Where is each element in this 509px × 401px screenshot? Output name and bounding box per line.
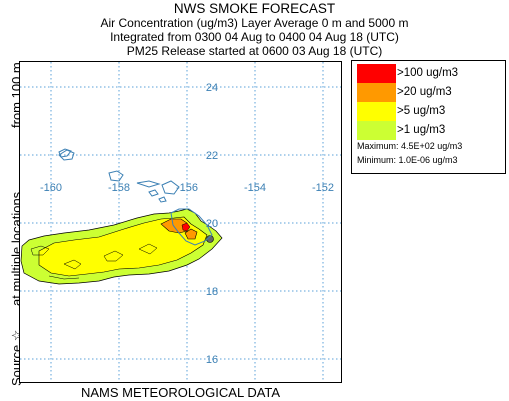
longitude-labels: -160 -158 -156 -154 -152	[40, 182, 334, 194]
integration-period: Integrated from 0300 04 Aug to 0400 04 A…	[110, 30, 399, 44]
legend-swatch	[357, 64, 396, 83]
lon-label: -154	[244, 182, 266, 194]
lat-label: 22	[206, 150, 218, 162]
source-marker	[206, 235, 214, 243]
lat-label: 18	[206, 286, 218, 298]
release-start: PM25 Release started at 0600 03 Aug 18 (…	[126, 44, 383, 58]
island-lanai	[148, 189, 159, 197]
legend-row: >100 ug/m3	[357, 64, 502, 83]
legend-label: >100 ug/m3	[397, 67, 459, 79]
legend-label: >20 ug/m3	[397, 86, 452, 98]
lon-label: -156	[176, 182, 198, 194]
plume-edge-detail	[30, 243, 158, 280]
lon-label: -152	[312, 182, 334, 194]
legend-label: >5 ug/m3	[397, 105, 446, 117]
concentration-subtitle: Air Concentration (ug/m3) Layer Average …	[100, 16, 409, 30]
lon-label: -158	[108, 182, 130, 194]
lat-label: 24	[206, 82, 218, 94]
plume-gt5	[38, 216, 208, 277]
met-data-label: NAMS METEOROLOGICAL DATA	[80, 385, 281, 400]
island-kauai	[58, 149, 75, 161]
legend-swatch	[357, 121, 396, 140]
legend-row: >1 ug/m3	[357, 121, 502, 140]
smoke-map: 24 22 20 18 16 -160 -158 -156 -154 -152	[19, 61, 342, 383]
legend-label: >1 ug/m3	[397, 124, 446, 136]
plume-gt100	[181, 222, 191, 232]
plume-gt20-east	[184, 228, 198, 240]
lat-label: 20	[206, 218, 218, 230]
forecast-title: NWS SMOKE FORECAST	[173, 1, 336, 16]
island-maui	[161, 180, 180, 195]
island-hawaii	[170, 208, 213, 246]
smoke-plume	[20, 208, 223, 285]
lon-label: -160	[40, 182, 62, 194]
hawaii-coastlines	[58, 148, 213, 246]
legend-swatch	[357, 102, 396, 121]
legend-row: >5 ug/m3	[357, 102, 502, 121]
island-kahoolawe	[158, 196, 167, 203]
legend-maximum: Maximum: 4.5E+02 ug/m3	[357, 141, 463, 151]
island-oahu	[108, 170, 124, 182]
legend-minimum: Minimum: 1.0E-06 ug/m3	[357, 155, 458, 165]
latitude-labels: 24 22 20 18 16	[206, 82, 218, 366]
legend-row: >20 ug/m3	[357, 83, 502, 102]
legend-swatch	[357, 83, 396, 102]
lat-label: 16	[206, 354, 218, 366]
concentration-legend: >100 ug/m3 >20 ug/m3 >5 ug/m3 >1 ug/m3 M…	[351, 60, 506, 174]
island-molokai	[136, 180, 161, 188]
